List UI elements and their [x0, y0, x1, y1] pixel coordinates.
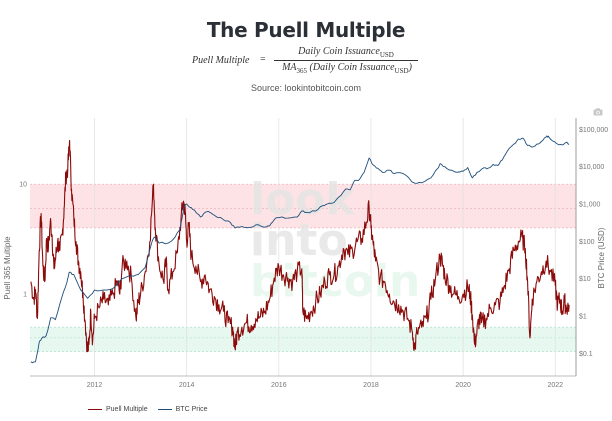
y-right-tick-label: $100,000 — [579, 127, 608, 134]
formula: Puell Multiple = Daily Coin IssuanceUSD … — [186, 46, 426, 76]
denominator-ma: MA — [282, 62, 297, 73]
tick-labels: 2012 2014 2016 2018 2020 2022 10 1 $100,000 $10,0… — [19, 127, 608, 389]
watermark-line1: look — [250, 174, 357, 225]
y-left-tick-label: 10 — [19, 182, 27, 189]
chart-title: The Puell Multiple — [206, 18, 406, 42]
legend: Puell Multiple BTC Price — [88, 403, 208, 415]
series-lines — [30, 135, 570, 364]
camera-icon[interactable] — [593, 108, 603, 116]
source-text: Source: lookintobitcoin.com — [250, 83, 362, 93]
denominator-text: (Daily Coin Issuance — [307, 62, 395, 73]
y-right-tick-label: $1,000 — [579, 202, 601, 209]
zone-bands — [30, 183, 576, 352]
legend-label-puell: Puell Multiple — [106, 405, 148, 413]
axes — [30, 118, 577, 377]
formula-denominator: MA365 (Daily Coin IssuanceUSD) — [274, 62, 420, 75]
y-right-tick-label: $10 — [579, 276, 591, 283]
y-right-tick-label: $0.1 — [579, 351, 593, 358]
watermark-line2: into — [250, 215, 348, 266]
legend-swatch-puell — [88, 408, 102, 410]
legend-swatch-btc — [157, 408, 172, 410]
x-tick-label: 2016 — [271, 382, 287, 389]
high-zone-band — [30, 184, 576, 228]
formula-lhs: Puell Multiple — [192, 55, 250, 66]
btc-price-line — [30, 135, 570, 364]
y-axis-label-left: Puell 365 Multiple — [3, 236, 12, 300]
puell-multiple-line — [30, 139, 570, 353]
legend-label-btc: BTC Price — [175, 405, 208, 413]
legend-item-puell[interactable]: Puell Multiple — [88, 406, 148, 413]
y-left-tick-label: 1 — [23, 292, 27, 299]
fraction-bar — [274, 60, 418, 61]
denominator-close: ) — [408, 62, 412, 73]
x-tick-label: 2014 — [179, 382, 195, 389]
y-axis-label-right: BTC Price (USD) — [597, 227, 606, 288]
numerator-text: Daily Coin Issuance — [298, 46, 380, 57]
x-tick-label: 2012 — [87, 382, 103, 389]
x-tick-label: 2018 — [363, 382, 379, 389]
denominator-sub: USD — [394, 67, 409, 75]
x-tick-label: 2020 — [455, 382, 471, 389]
legend-item-btc[interactable]: BTC Price — [157, 405, 208, 413]
formula-numerator: Daily Coin IssuanceUSD — [276, 46, 416, 59]
numerator-sub: USD — [379, 51, 394, 59]
low-zone-band — [30, 327, 576, 352]
y-right-tick-label: $1 — [579, 314, 587, 321]
y-right-tick-label: $100 — [579, 239, 595, 246]
y-right-tick-label: $10,000 — [579, 164, 604, 171]
x-tick-label: 2022 — [547, 382, 563, 389]
denominator-ma-sub: 365 — [296, 67, 308, 75]
formula-equals: = — [260, 54, 266, 65]
